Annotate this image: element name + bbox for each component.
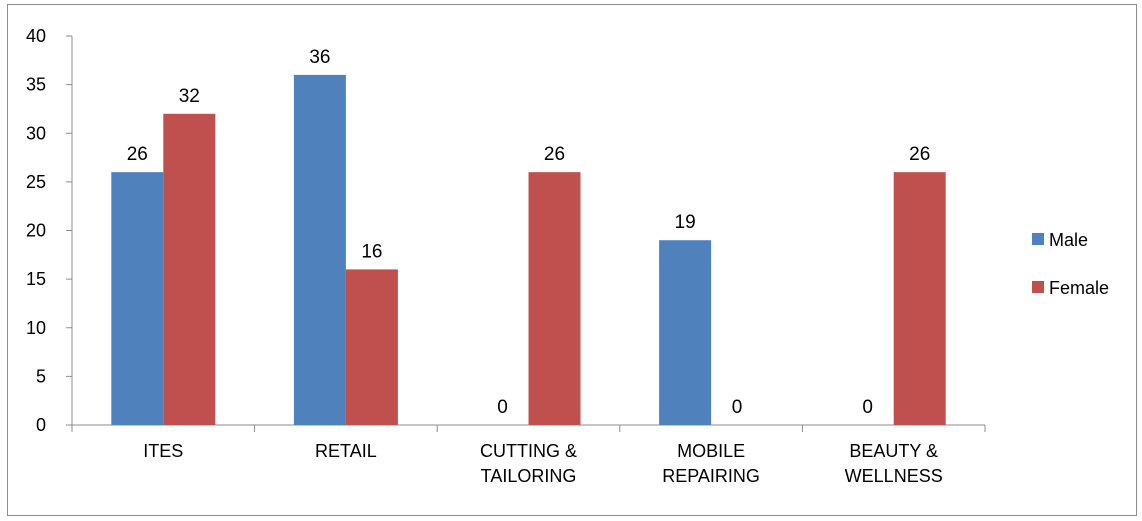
legend: Male Female <box>1032 230 1109 298</box>
y-tick-label: 20 <box>26 221 46 241</box>
legend-label-female: Female <box>1049 278 1109 298</box>
x-category-line: MOBILE <box>677 441 745 461</box>
x-category-label: ITES <box>143 441 183 461</box>
legend-label-male: Male <box>1049 230 1088 250</box>
data-label: 0 <box>862 397 873 418</box>
y-tick-label: 0 <box>36 415 46 435</box>
data-label: 26 <box>127 144 148 165</box>
x-category-line: ITES <box>143 441 183 461</box>
data-label: 0 <box>732 397 743 418</box>
x-category-line: TAILORING <box>481 466 577 486</box>
data-label: 0 <box>497 397 508 418</box>
x-category-label: BEAUTY & WELLNESS <box>845 441 943 486</box>
data-label: 36 <box>309 47 330 68</box>
y-tick-label: 30 <box>26 123 46 143</box>
x-axis: ITES RETAIL CUTTING & TAILORING MOBILE REPAIR… <box>71 424 986 486</box>
x-category-line: CUTTING & <box>480 441 577 461</box>
legend-swatch-male <box>1032 233 1044 245</box>
bar-female <box>163 113 216 426</box>
x-category-line: RETAIL <box>315 441 377 461</box>
y-tick-label: 35 <box>26 75 46 95</box>
y-tick-label: 40 <box>26 26 46 46</box>
data-label: 32 <box>179 86 200 107</box>
x-category-line: BEAUTY & <box>849 441 938 461</box>
y-tick-label: 25 <box>26 172 46 192</box>
y-tick-label: 10 <box>26 318 46 338</box>
bar-male <box>659 240 712 425</box>
x-category-line: WELLNESS <box>845 466 943 486</box>
data-label: 19 <box>675 212 696 233</box>
data-label: 26 <box>909 144 930 165</box>
legend-swatch-female <box>1032 281 1044 293</box>
data-label: 26 <box>544 144 565 165</box>
bars <box>111 74 946 426</box>
y-axis: 0 5 10 15 20 25 30 35 40 <box>26 26 73 435</box>
bar-male <box>111 172 164 425</box>
data-labels: 26 32 36 16 0 26 19 0 0 26 <box>127 47 931 418</box>
bar-female <box>345 269 398 425</box>
bar-female <box>528 172 581 425</box>
x-category-label: RETAIL <box>315 441 377 461</box>
y-tick-label: 15 <box>26 269 46 289</box>
bar-male <box>293 74 346 426</box>
y-tick-label: 5 <box>36 366 46 386</box>
x-category-label: MOBILE REPAIRING <box>662 441 760 486</box>
bar-female <box>893 172 946 425</box>
x-category-label: CUTTING & TAILORING <box>480 441 577 486</box>
x-category-line: REPAIRING <box>662 466 760 486</box>
data-label: 16 <box>361 241 382 262</box>
